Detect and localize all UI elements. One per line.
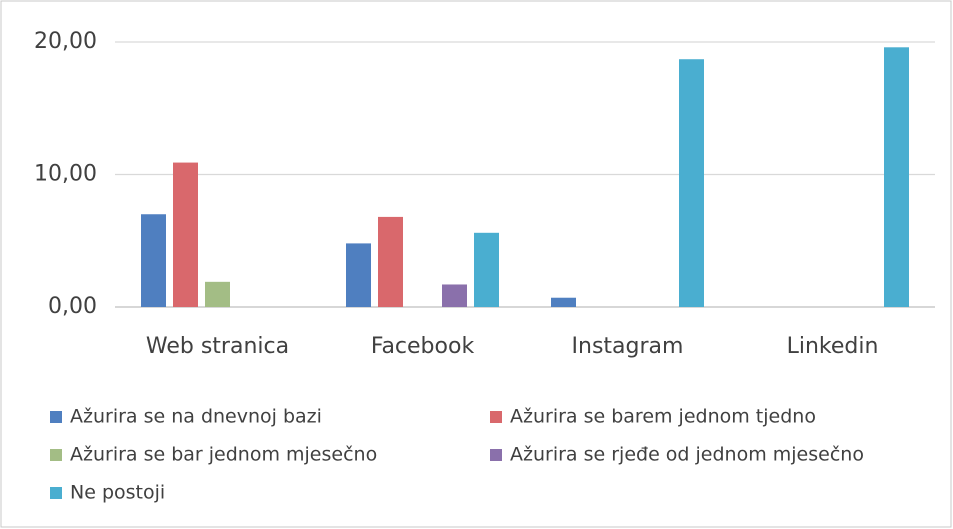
- legend-swatch: [490, 449, 502, 461]
- bar: [346, 243, 371, 307]
- x-tick-label: Instagram: [572, 334, 684, 359]
- bar: [141, 214, 166, 307]
- bar: [205, 281, 230, 307]
- x-tick-label: Facebook: [371, 334, 475, 359]
- bar: [378, 216, 403, 307]
- y-tick-label: 0,00: [48, 294, 97, 319]
- legend-swatch: [50, 449, 62, 461]
- legend-label: Ne postoji: [70, 482, 165, 504]
- y-tick-label: 10,00: [34, 162, 97, 187]
- bar: [442, 284, 467, 307]
- x-tick-label: Web stranica: [146, 334, 289, 359]
- legend-label: Ažurira se barem jednom tjedno: [510, 406, 816, 428]
- legend-label: Ažurira se rjeđe od jednom mjesečno: [510, 444, 864, 466]
- bar: [679, 59, 704, 307]
- y-tick-label: 20,00: [34, 29, 97, 54]
- bar: [474, 232, 499, 307]
- legend-swatch: [50, 411, 62, 423]
- bar: [884, 47, 909, 308]
- bar: [173, 162, 198, 307]
- legend-swatch: [490, 411, 502, 423]
- bar: [551, 297, 576, 307]
- x-tick-label: Linkedin: [787, 334, 879, 359]
- legend-label: Ažurira se na dnevnoj bazi: [70, 406, 322, 428]
- legend-label: Ažurira se bar jednom mjesečno: [70, 444, 377, 466]
- legend-swatch: [50, 487, 62, 499]
